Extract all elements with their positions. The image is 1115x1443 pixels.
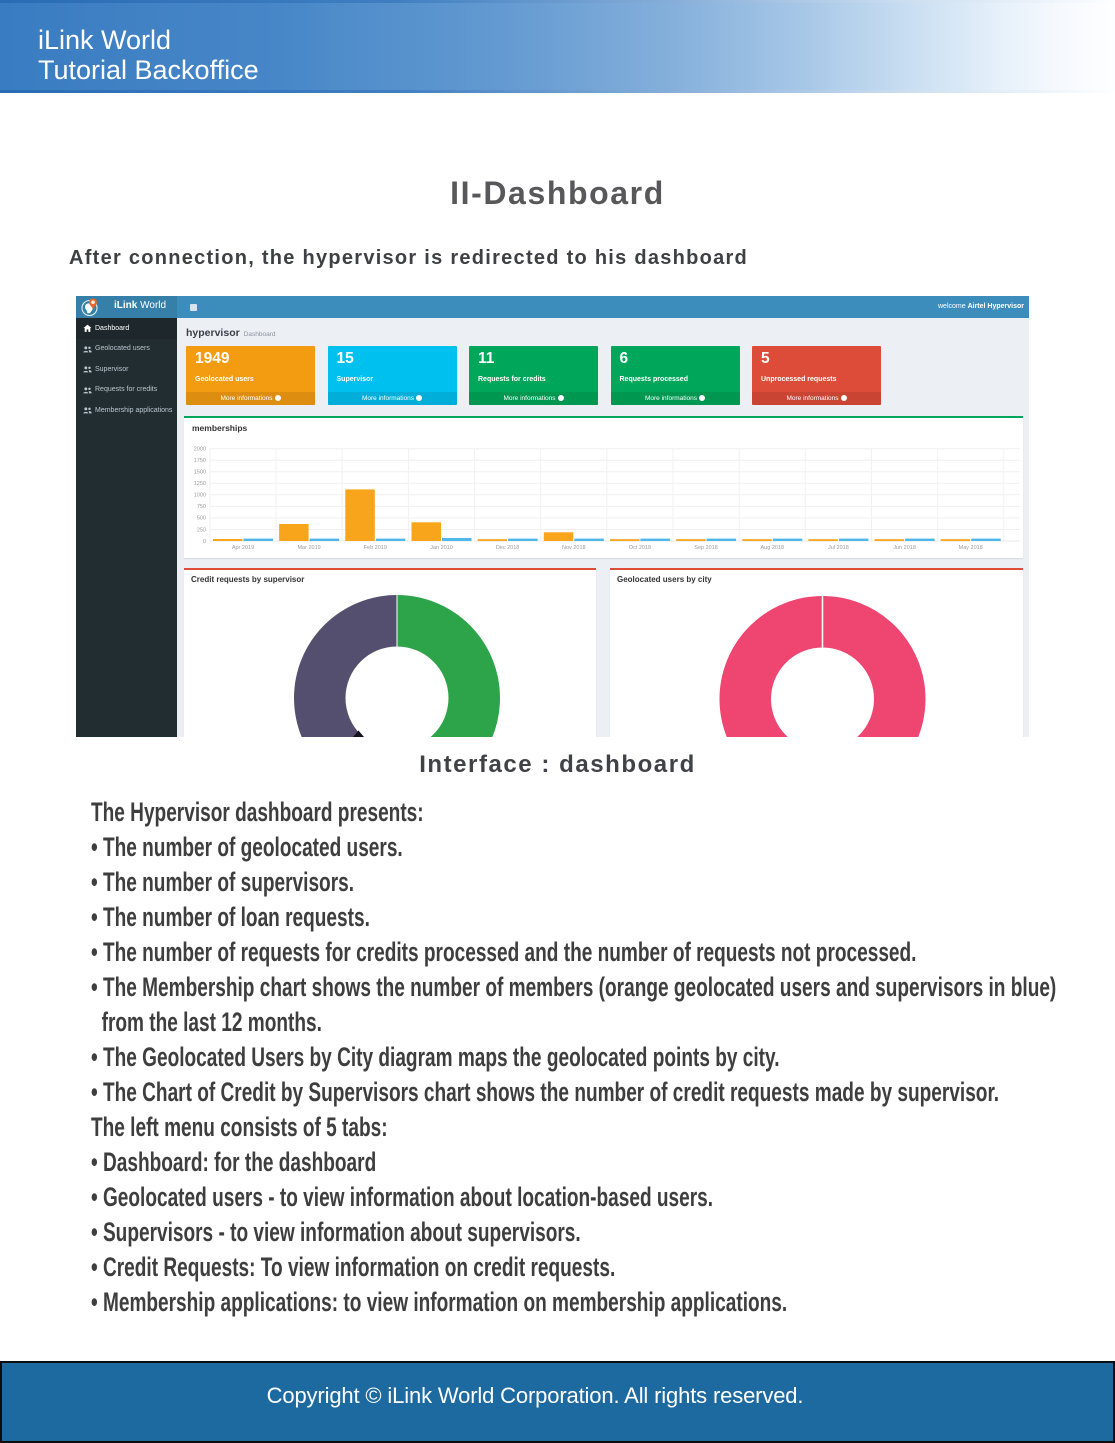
svg-text:250: 250	[197, 527, 206, 533]
svg-text:Feb 2019: Feb 2019	[364, 545, 387, 551]
svg-text:Jul 2018: Jul 2018	[828, 545, 849, 551]
svg-text:1250: 1250	[194, 481, 206, 487]
svg-text:Jun 2018: Jun 2018	[893, 545, 916, 551]
svg-text:Sep 2018: Sep 2018	[694, 545, 718, 551]
svg-text:1750: 1750	[194, 458, 206, 464]
svg-text:500: 500	[197, 516, 206, 522]
svg-text:1000: 1000	[194, 493, 206, 499]
svg-text:Mar 2019: Mar 2019	[297, 545, 320, 551]
svg-text:Jan 2010: Jan 2010	[430, 545, 453, 551]
svg-text:Dec 2018: Dec 2018	[496, 545, 520, 551]
svg-text:750: 750	[197, 504, 206, 510]
svg-text:Nov 2018: Nov 2018	[562, 545, 586, 551]
svg-text:Aug 2018: Aug 2018	[761, 545, 785, 551]
svg-text:0: 0	[203, 539, 206, 545]
svg-text:Oct 2018: Oct 2018	[629, 545, 651, 551]
svg-text:2000: 2000	[194, 447, 206, 453]
svg-text:Apr 2019: Apr 2019	[232, 545, 254, 551]
svg-text:May 2018: May 2018	[959, 545, 983, 551]
svg-text:1500: 1500	[194, 470, 206, 476]
